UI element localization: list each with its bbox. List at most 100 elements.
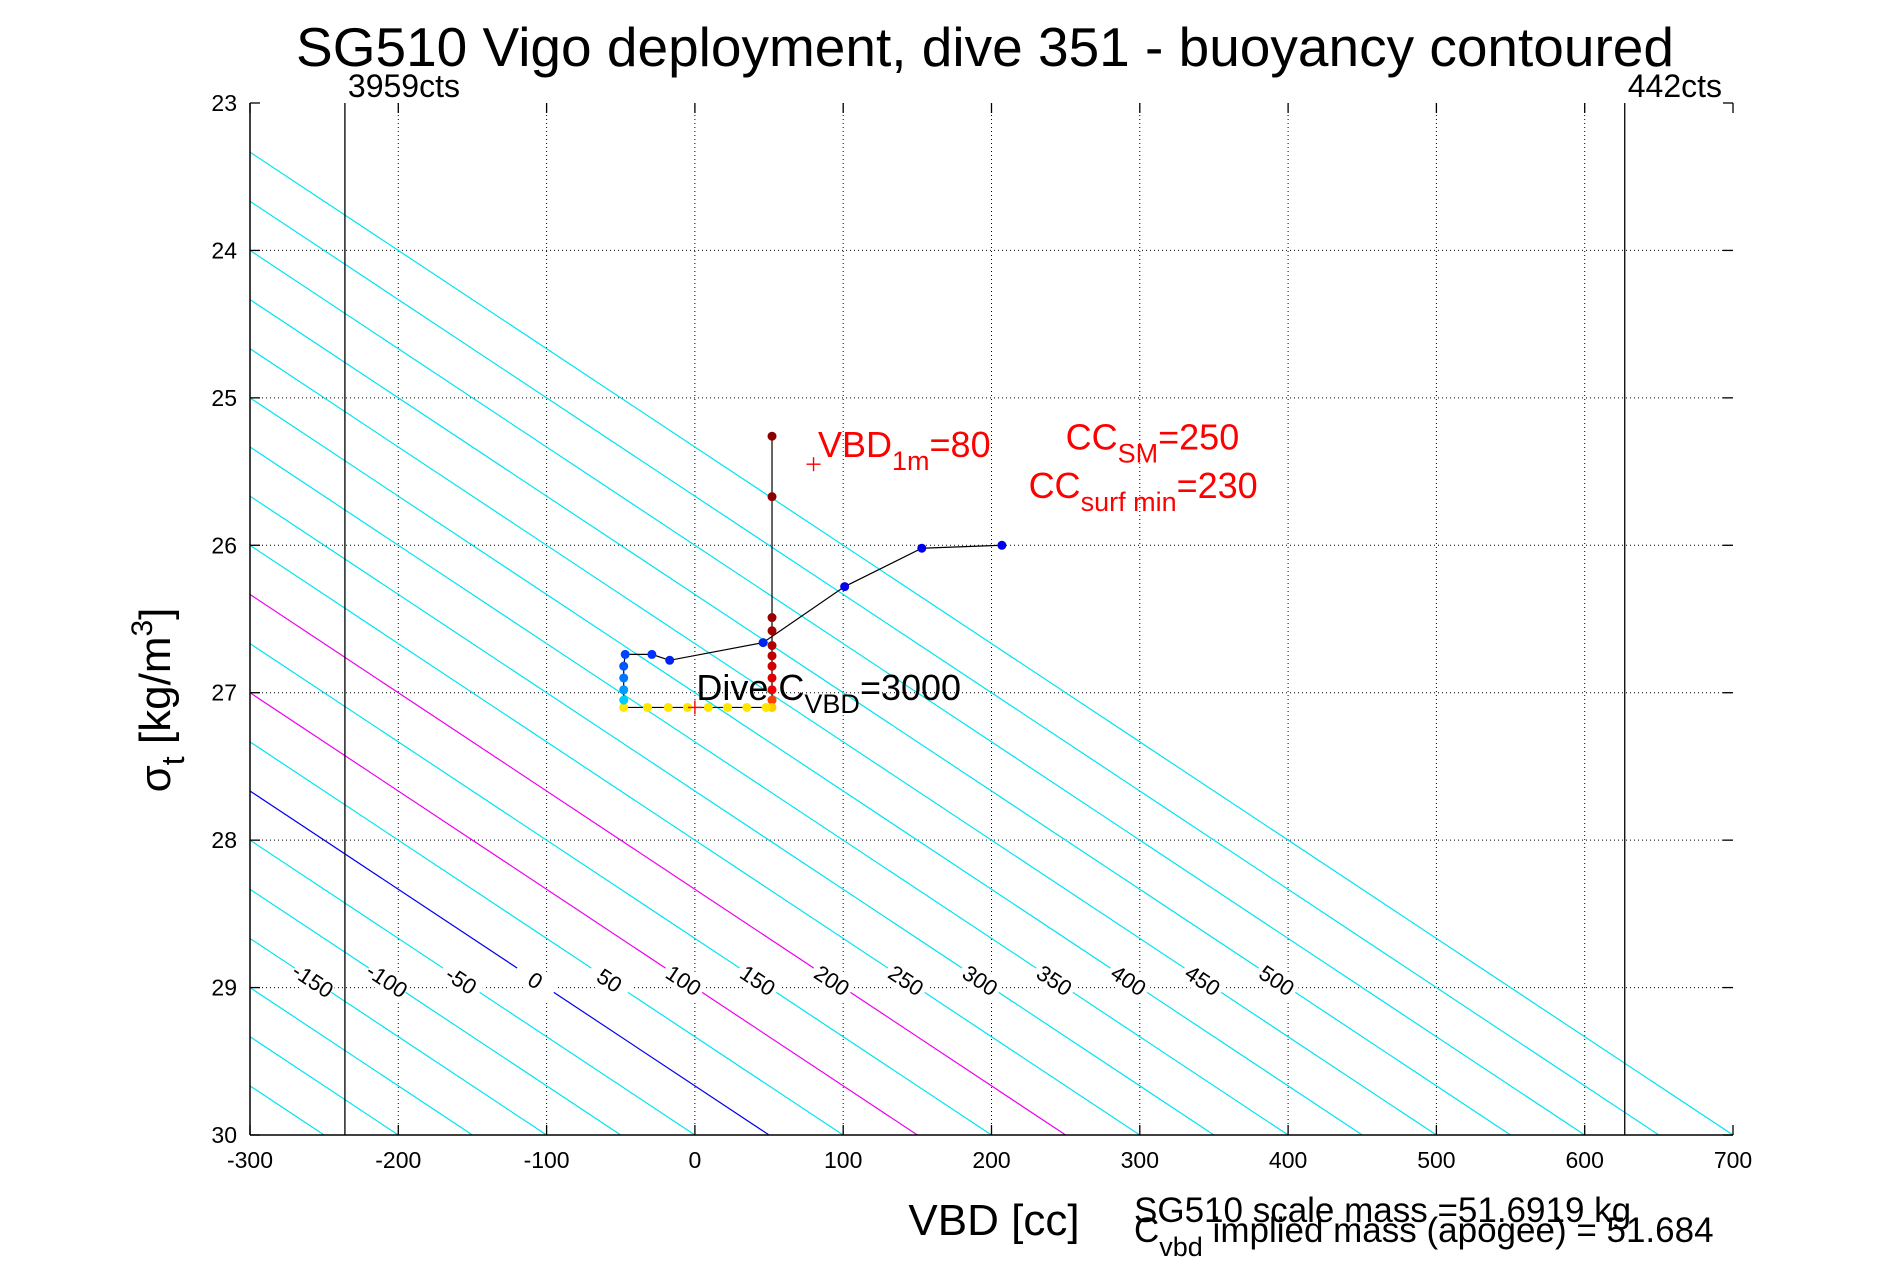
x-tick-label: 400 (1269, 1147, 1307, 1173)
data-point (619, 695, 629, 705)
data-point (619, 661, 629, 671)
data-point (767, 651, 777, 661)
y-axis-label-sub: t (155, 756, 191, 765)
data-point (619, 702, 629, 712)
contour-line (250, 347, 1437, 1135)
contour-line (250, 151, 1733, 1135)
data-point (840, 582, 850, 592)
data-point (663, 702, 673, 712)
annotation-value: =230 (1177, 465, 1258, 506)
x-tick-label: -300 (227, 1147, 273, 1173)
x-tick-label: 200 (972, 1147, 1010, 1173)
y-axis-label-main: σ (131, 765, 180, 792)
y-axis-label-sup: 3 (126, 620, 159, 637)
contour-label-bg (806, 957, 858, 1004)
data-point (647, 649, 657, 659)
annotation-main: CC (1029, 465, 1081, 506)
y-axis-label: σt [kg/m3] (126, 608, 191, 793)
data-point (917, 543, 927, 553)
x-tick-label: 500 (1417, 1147, 1455, 1173)
contour-label-bg (732, 957, 784, 1004)
data-point (620, 649, 630, 659)
data-point (767, 431, 777, 441)
contour-line (250, 200, 1660, 1135)
contour-label-bg (1177, 957, 1229, 1004)
contour-line (250, 839, 696, 1135)
annotation-vbd1m: VBD1m=80 (818, 424, 991, 476)
contour-line (250, 888, 622, 1135)
y-tick-label: 23 (211, 90, 237, 116)
annotation-sub: 1m (892, 446, 930, 476)
y-tick-label: 26 (211, 532, 237, 558)
contour-label-bg (287, 957, 339, 1004)
x-tick-label: 700 (1714, 1147, 1752, 1173)
x-tick-label: -100 (524, 1147, 570, 1173)
contour-line (250, 397, 1363, 1135)
data-point (642, 702, 652, 712)
data-point (723, 702, 733, 712)
x-tick-label: 600 (1566, 1147, 1604, 1173)
counts-label: 442cts (1628, 68, 1722, 104)
contour-line (250, 642, 992, 1135)
annotation-main: Dive C (696, 667, 804, 708)
contour-line (250, 495, 1215, 1135)
contour-label-bg (658, 957, 710, 1004)
annotation-main: CC (1066, 416, 1118, 457)
annotation-sub: SM (1118, 438, 1159, 468)
contour-line (250, 544, 1141, 1135)
contour-label-bg (954, 957, 1006, 1004)
contour-line (250, 249, 1586, 1135)
contour-label-bg (880, 957, 932, 1004)
annotation-divecvbd: Dive CVBD=3000 (696, 667, 961, 719)
y-tick-label: 29 (211, 975, 237, 1001)
annotation-value: =3000 (860, 667, 961, 708)
annotation-ccsurf: CCsurf min=230 (1029, 465, 1258, 517)
scale-mass-note: SG510 scale mass =51.6919 kg (1134, 1191, 1631, 1230)
contour-label-bg (1103, 957, 1155, 1004)
implied-mass-rest: implied mass (apogee) = 51.684 (1203, 1211, 1714, 1250)
data-point (767, 626, 777, 636)
data-point (742, 702, 752, 712)
contour-line (0, 103, 102, 1135)
implied-mass-note: Cvbd implied mass (apogee) = 51.684 (1134, 1211, 1714, 1262)
contour-line (250, 937, 547, 1135)
data-point (767, 492, 777, 502)
x-tick-label: 100 (824, 1147, 862, 1173)
y-tick-label: 27 (211, 680, 237, 706)
data-point (619, 685, 629, 695)
y-axis-label-rest: [kg/m (131, 637, 180, 757)
annotation-sub: surf min (1081, 487, 1177, 517)
contour-line (250, 298, 1511, 1135)
contour-line (250, 593, 1066, 1135)
data-point (703, 702, 713, 712)
y-tick-label: 24 (211, 237, 237, 263)
contour-line (250, 741, 844, 1135)
annotation-sub: VBD (804, 689, 860, 719)
data-point (665, 655, 675, 665)
contour-label-bg (509, 957, 561, 1004)
plot-area: -150 -100 -50 0 50 100 150 200 250 300 350 400 450 50… (0, 68, 1752, 1173)
y-tick-label: 25 (211, 385, 237, 411)
contour-lines (0, 103, 1733, 1135)
chart-title: SG510 Vigo deployment, dive 351 - buoyan… (296, 16, 1674, 78)
data-point (997, 540, 1007, 550)
data-point (767, 695, 777, 705)
y-tick-label: 30 (211, 1122, 237, 1148)
data-point (682, 702, 692, 712)
contour-label-bg (361, 957, 413, 1004)
implied-mass-main: C (1134, 1211, 1159, 1250)
data-point (767, 673, 777, 683)
implied-mass-sub: vbd (1159, 1232, 1203, 1262)
x-tick-label: 0 (689, 1147, 702, 1173)
contour-label: -100 (362, 958, 413, 1003)
contour-line (250, 691, 918, 1135)
y-tick-label: 28 (211, 827, 237, 853)
y-axis-label-close: ] (131, 608, 180, 620)
annotation-ccsm: CCSM=250 (1066, 416, 1240, 468)
data-point (767, 661, 777, 671)
x-tick-label: -200 (375, 1147, 421, 1173)
annotation-value: =250 (1158, 416, 1239, 457)
x-axis-label: VBD [cc] (908, 1196, 1079, 1245)
contour-label-bg (435, 957, 487, 1004)
